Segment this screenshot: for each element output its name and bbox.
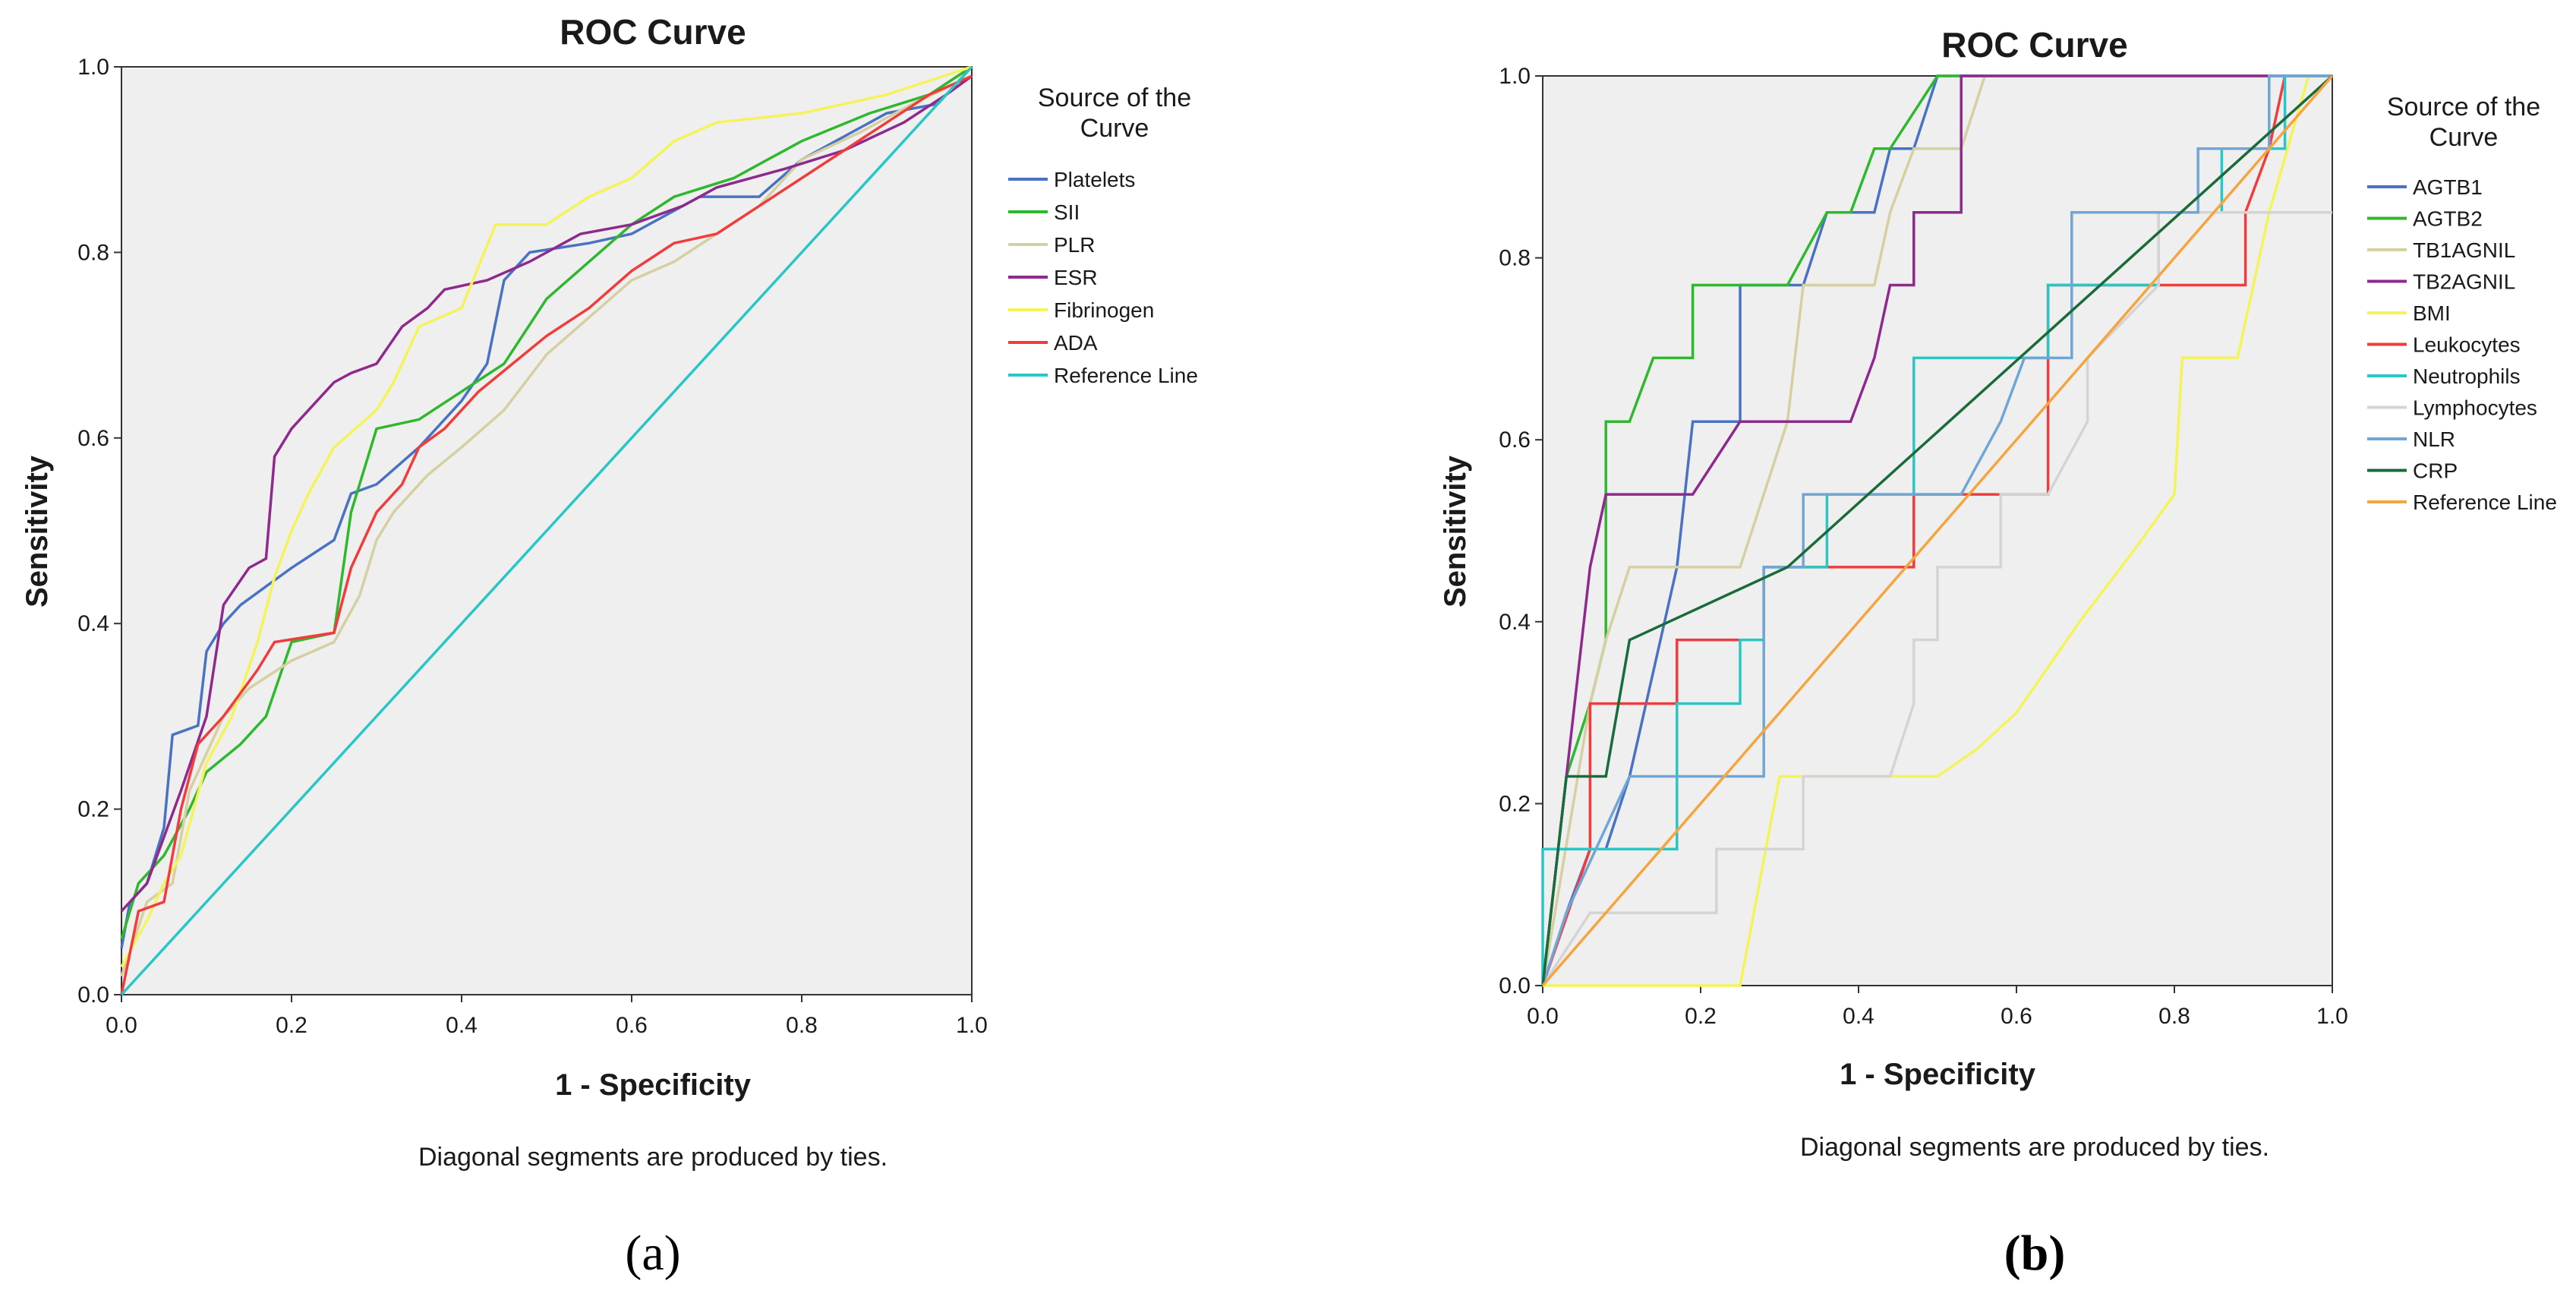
b-series-crp	[1541, 74, 2334, 986]
panel-b-legend-title-line2: Curve	[2429, 123, 2499, 152]
b-legend-label-neutrophils: Neutrophils	[2413, 364, 2521, 388]
a-series-esr	[120, 74, 973, 913]
panel-b-series	[1541, 74, 2334, 987]
b-y-tick-label: 1.0	[1499, 64, 1531, 89]
panel-b-label: (b)	[2004, 1226, 2066, 1281]
panel-a: ROC Curve 0.00.20.40.60.81.0 0.0 0.2 0.4 0.…	[20, 12, 1198, 1281]
a-x-tick-label: 1.0	[956, 1013, 988, 1038]
b-y-tick-label: 0.8	[1499, 246, 1531, 271]
b-x-tick-label: 0.4	[1843, 1004, 1874, 1029]
a-legend-label-ada: ADA	[1054, 331, 1098, 355]
panel-a-y-axis-label: Sensitivity	[20, 455, 54, 607]
a-legend-label-reference-line: Reference Line	[1054, 364, 1198, 387]
panel-a-series	[120, 65, 973, 996]
panel-a-legend: Platelets SII PLR ESR Fibrinogen ADA Reference…	[1008, 168, 1198, 387]
a-legend-label-platelets: Platelets	[1054, 168, 1135, 191]
a-y-tick-label: 1.0	[77, 55, 109, 80]
panel-a-legend-title-line1: Source of the	[1038, 84, 1191, 112]
panel-b: ROC Curve 0.00.20.40.60.81.0 0.0 0.2 0.4 0.…	[1439, 25, 2557, 1281]
b-legend-label-nlr: NLR	[2413, 427, 2455, 451]
a-y-tick-label: 0.0	[77, 983, 109, 1008]
a-legend-label-plr: PLR	[1054, 233, 1095, 257]
b-legend-label-tb2agnil: TB2AGNIL	[2413, 270, 2515, 294]
panel-a-legend-title-line2: Curve	[1080, 114, 1149, 143]
panel-a-title: ROC Curve	[560, 12, 746, 52]
a-x-tick-label: 0.0	[106, 1013, 137, 1038]
panel-b-legend: AGTB1 AGTB2 TB1AGNIL TB2AGNIL BMI Leukocytes N…	[2367, 175, 2557, 514]
b-series-reference-line	[1541, 74, 2334, 987]
b-y-tick-label: 0.0	[1499, 973, 1531, 998]
a-legend-label-sii: SII	[1054, 200, 1080, 224]
a-y-tick-label: 0.2	[77, 797, 109, 822]
a-series-platelets	[120, 65, 973, 949]
b-y-tick-label: 0.6	[1499, 427, 1531, 453]
b-legend-label-reference-line: Reference Line	[2413, 491, 2557, 514]
a-series-fibrinogen	[120, 65, 973, 968]
a-x-tick-label: 0.2	[276, 1013, 307, 1038]
b-series-nlr	[1541, 74, 2332, 986]
panel-b-x-axis-label: 1 - Specificity	[1840, 1058, 2036, 1091]
b-legend-label-lymphocytes: Lymphocytes	[2413, 396, 2537, 420]
panel-a-y-ticks: 0.0 0.2 0.4 0.6 0.8 1.0	[77, 55, 121, 1008]
panel-a-label: (a)	[625, 1226, 680, 1281]
b-y-tick-label: 0.2	[1499, 791, 1531, 816]
a-y-tick-label: 0.4	[77, 611, 109, 636]
panel-b-title: ROC Curve	[1941, 25, 2127, 65]
a-legend-label-esr: ESR	[1054, 266, 1098, 289]
a-series-plr	[120, 74, 973, 977]
a-series-reference-line	[120, 65, 973, 996]
panel-b-y-ticks: 0.0 0.2 0.4 0.6 0.8 1.0	[1499, 64, 1543, 998]
a-legend-label-fibrinogen: Fibrinogen	[1054, 298, 1154, 322]
b-legend-label-bmi: BMI	[2413, 301, 2451, 325]
a-x-tick-label: 0.8	[786, 1013, 818, 1038]
b-legend-label-tb1agnil: TB1AGNIL	[2413, 238, 2515, 262]
a-x-tick-label: 0.4	[446, 1013, 478, 1038]
b-legend-label-agtb2: AGTB2	[2413, 207, 2483, 231]
a-y-tick-label: 0.8	[77, 240, 109, 265]
panel-a-x-axis-label: 1 - Specificity	[555, 1068, 752, 1102]
b-legend-label-agtb1: AGTB1	[2413, 175, 2483, 199]
a-series-ada	[120, 74, 973, 995]
panel-b-legend-title-line1: Source of the	[2387, 93, 2540, 121]
b-series-leukocytes	[1541, 74, 2332, 986]
b-x-tick-label: 0.2	[1685, 1004, 1717, 1029]
b-legend-label-crp: CRP	[2413, 459, 2458, 483]
a-y-tick-label: 0.6	[77, 426, 109, 451]
panel-b-x-ticks: 0.0 0.2 0.4 0.6 0.8 1.0	[1527, 986, 2348, 1029]
b-series-tb1agnil	[1541, 74, 2332, 986]
b-x-tick-label: 0.6	[2001, 1004, 2032, 1029]
b-x-tick-label: 0.8	[2158, 1004, 2190, 1029]
panel-a-x-ticks: 0.0 0.2 0.4 0.6 0.8 1.0	[106, 995, 988, 1038]
b-series-tb2agnil	[1541, 74, 2332, 986]
b-y-tick-label: 0.4	[1499, 610, 1531, 635]
panel-b-footnote: Diagonal segments are produced by ties.	[1800, 1133, 2269, 1162]
b-x-tick-label: 1.0	[2316, 1004, 2348, 1029]
panel-a-footnote: Diagonal segments are produced by ties.	[418, 1143, 888, 1172]
panel-b-y-axis-label: Sensitivity	[1439, 455, 1472, 607]
b-x-tick-label: 0.0	[1527, 1004, 1559, 1029]
b-legend-label-leukocytes: Leukocytes	[2413, 333, 2521, 357]
a-x-tick-label: 0.6	[616, 1013, 648, 1038]
